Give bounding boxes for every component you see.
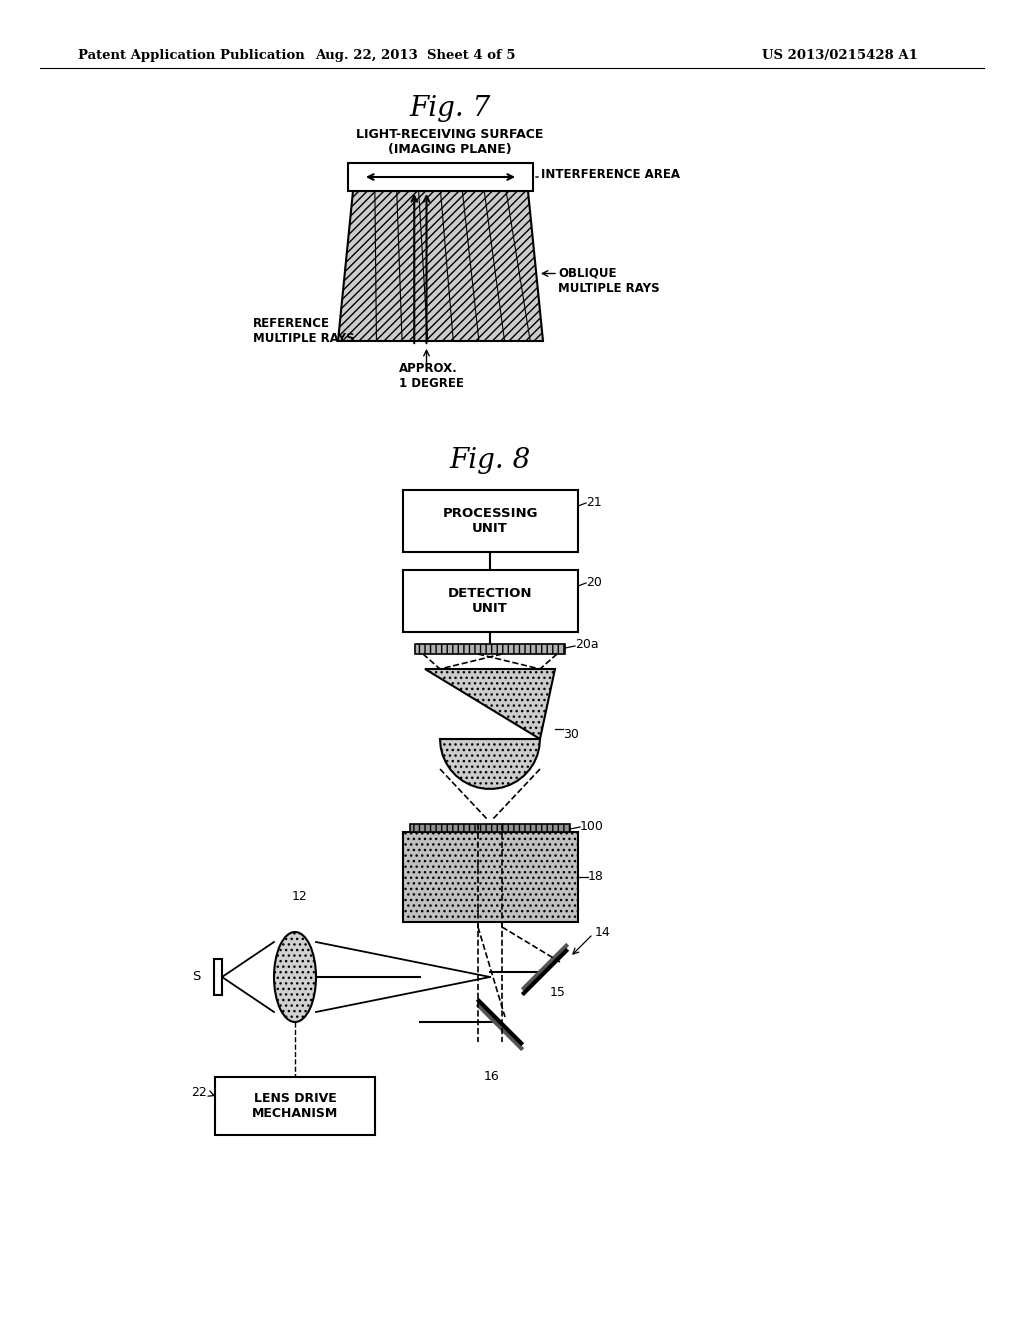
Text: REFERENCE
MULTIPLE RAYS: REFERENCE MULTIPLE RAYS: [253, 317, 354, 345]
Bar: [214, 960, 222, 995]
Text: Fig. 7: Fig. 7: [410, 95, 490, 121]
Bar: [403, 832, 578, 921]
Text: LIGHT-RECEIVING SURFACE
(IMAGING PLANE): LIGHT-RECEIVING SURFACE (IMAGING PLANE): [356, 128, 544, 156]
Text: LENS DRIVE
MECHANISM: LENS DRIVE MECHANISM: [252, 1092, 338, 1119]
Text: Fig. 8: Fig. 8: [450, 446, 530, 474]
Text: PROCESSING
UNIT: PROCESSING UNIT: [442, 507, 538, 535]
Bar: [348, 162, 534, 191]
Text: 14: 14: [595, 925, 610, 939]
Text: Patent Application Publication: Patent Application Publication: [78, 49, 305, 62]
Bar: [215, 1077, 375, 1135]
Bar: [403, 490, 578, 552]
Text: 100: 100: [580, 820, 604, 833]
Text: 18: 18: [588, 870, 604, 883]
Bar: [410, 824, 570, 832]
Text: 20: 20: [586, 576, 602, 589]
Text: DETECTION
UNIT: DETECTION UNIT: [447, 587, 532, 615]
Text: 21: 21: [586, 495, 602, 508]
Text: Aug. 22, 2013  Sheet 4 of 5: Aug. 22, 2013 Sheet 4 of 5: [314, 49, 515, 62]
Bar: [415, 644, 565, 653]
Polygon shape: [425, 669, 555, 789]
Text: 12: 12: [292, 891, 308, 903]
Text: INTERFERENCE AREA: INTERFERENCE AREA: [541, 169, 680, 181]
Text: 20a: 20a: [575, 639, 599, 652]
Text: S: S: [191, 970, 200, 983]
Ellipse shape: [274, 932, 316, 1022]
Polygon shape: [338, 191, 543, 341]
Bar: [403, 570, 578, 632]
Text: 30: 30: [563, 729, 579, 742]
Text: APPROX.
1 DEGREE: APPROX. 1 DEGREE: [399, 362, 464, 389]
Text: 15: 15: [550, 986, 566, 998]
Text: OBLIQUE
MULTIPLE RAYS: OBLIQUE MULTIPLE RAYS: [558, 267, 659, 294]
Text: US 2013/0215428 A1: US 2013/0215428 A1: [762, 49, 918, 62]
Text: 22: 22: [191, 1085, 207, 1098]
Text: 16: 16: [484, 1071, 500, 1084]
